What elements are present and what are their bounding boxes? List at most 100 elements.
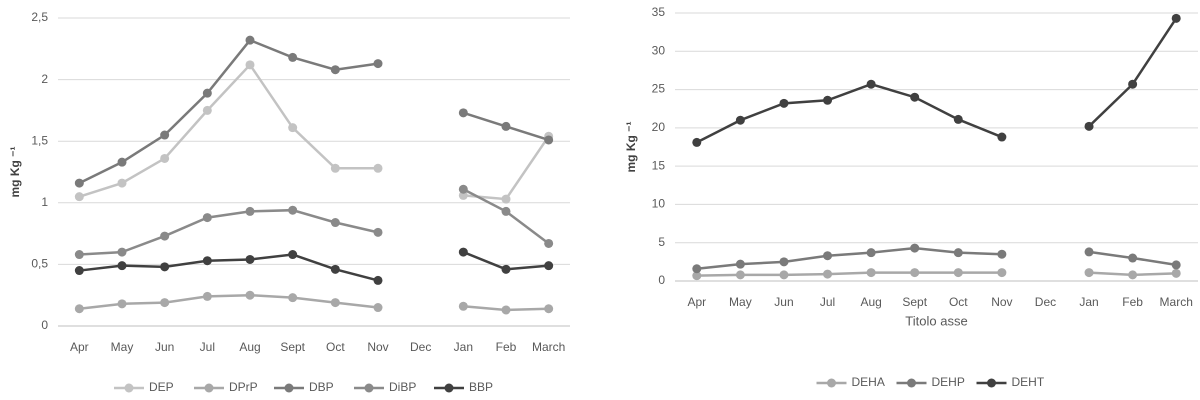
data-point — [823, 251, 833, 261]
data-point — [544, 135, 554, 145]
y-tick-label: 20 — [652, 120, 666, 134]
data-point — [544, 238, 554, 248]
legend-marker — [907, 378, 916, 388]
data-point — [458, 190, 468, 200]
data-point — [866, 248, 876, 258]
y-tick-label: 10 — [652, 197, 666, 211]
data-point — [117, 157, 127, 167]
legend-marker — [124, 383, 134, 393]
y-tick-label: 2,5 — [31, 10, 48, 24]
data-point — [160, 153, 170, 163]
x-tick-label: Feb — [1122, 295, 1143, 309]
legend-marker — [827, 378, 836, 388]
x-tick-label: Jun — [774, 295, 793, 309]
data-point — [458, 301, 468, 311]
data-point — [288, 205, 298, 215]
legend-label: DBP — [309, 380, 334, 394]
y-tick-label: 1,5 — [31, 133, 48, 147]
series-line — [78, 38, 550, 185]
legend-marker — [987, 378, 996, 388]
y-tick-label: 30 — [652, 43, 666, 57]
data-point — [1128, 79, 1138, 89]
x-tick-label: Jul — [820, 295, 835, 309]
x-tick-label: Feb — [496, 340, 517, 354]
x-tick-label: Oct — [326, 340, 345, 354]
data-point — [202, 88, 212, 98]
data-point — [373, 275, 383, 285]
x-tick-label: Jan — [1079, 295, 1098, 309]
data-point — [245, 35, 255, 45]
x-tick-label: May — [111, 340, 134, 354]
data-point — [74, 304, 84, 314]
data-point — [866, 79, 876, 89]
data-point — [501, 121, 511, 131]
data-point — [288, 52, 298, 62]
data-point — [1128, 270, 1138, 280]
data-point — [779, 98, 789, 108]
legend-label: DiBP — [389, 380, 416, 394]
data-point — [1084, 268, 1094, 278]
y-tick-label: 35 — [652, 5, 666, 19]
series-line — [696, 246, 1177, 270]
data-point — [74, 178, 84, 188]
data-point — [245, 254, 255, 264]
data-point — [330, 163, 340, 173]
y-axis-title: mg Kg ⁻¹ — [624, 122, 638, 173]
data-point — [373, 59, 383, 69]
data-point — [866, 268, 876, 278]
y-tick-label: 2 — [41, 72, 48, 86]
data-point — [1171, 13, 1181, 23]
data-point — [692, 264, 702, 274]
data-point — [1128, 253, 1138, 263]
data-point — [117, 299, 127, 309]
data-point — [779, 270, 789, 280]
data-point — [202, 105, 212, 115]
legend-marker — [364, 383, 374, 393]
data-point — [692, 137, 702, 147]
y-tick-label: 1 — [41, 195, 48, 209]
data-point — [997, 268, 1007, 278]
x-tick-label: Apr — [687, 295, 706, 309]
series-line — [79, 293, 549, 312]
data-point — [160, 231, 170, 241]
x-tick-label: Jun — [155, 340, 174, 354]
data-point — [160, 130, 170, 140]
data-point — [501, 206, 511, 216]
data-point — [1084, 247, 1094, 257]
series-line — [79, 250, 549, 282]
x-tick-label: Apr — [70, 340, 89, 354]
data-point — [288, 293, 298, 303]
data-point — [735, 259, 745, 269]
data-point — [953, 114, 963, 124]
data-point — [117, 261, 127, 271]
legend-label: DEHA — [852, 375, 885, 389]
x-tick-label: Dec — [1035, 295, 1056, 309]
x-tick-label: Sept — [902, 295, 927, 309]
data-point — [953, 268, 963, 278]
x-axis-title: Titolo asse — [905, 313, 967, 328]
data-point — [117, 178, 127, 188]
data-point — [330, 218, 340, 228]
data-point — [245, 290, 255, 300]
data-point — [910, 243, 920, 253]
data-point — [910, 92, 920, 102]
data-point — [779, 257, 789, 267]
data-point — [373, 227, 383, 237]
series-line — [79, 188, 550, 256]
legend-marker — [204, 383, 214, 393]
data-point — [501, 264, 511, 274]
data-point — [997, 249, 1007, 259]
x-tick-label: Nov — [991, 295, 1012, 309]
data-point — [910, 268, 920, 278]
data-point — [245, 60, 255, 70]
legend-label: DEHT — [1012, 375, 1045, 389]
data-point — [74, 192, 84, 202]
x-tick-label: Jul — [200, 340, 215, 354]
y-axis-title: mg Kg ⁻¹ — [8, 147, 22, 198]
data-point — [74, 250, 84, 260]
data-point — [501, 194, 511, 204]
data-point — [458, 108, 468, 118]
data-point — [373, 163, 383, 173]
data-point — [692, 271, 702, 281]
